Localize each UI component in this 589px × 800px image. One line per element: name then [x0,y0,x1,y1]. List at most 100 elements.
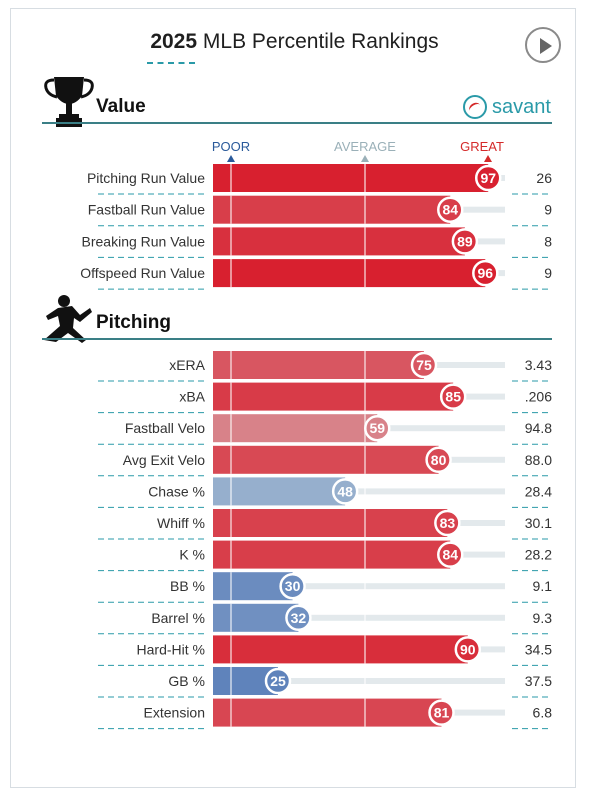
scale-label-great: GREAT [460,139,504,154]
percentile-label: 97 [480,170,496,186]
percentile-label: 84 [442,202,458,218]
percentile-label: 85 [445,389,461,405]
percentile-circle [451,228,479,255]
percentile-circle [437,196,464,223]
savant-label: savant [492,95,551,118]
title-text: MLB Percentile Rankings [202,30,439,53]
percentile-bar [213,195,451,224]
scale-label-average: AVERAGE [334,139,396,154]
stat-value: 30.1 [525,515,552,531]
page-title: 2025 MLB Percentile Rankings [0,30,589,54]
percentile-label: 96 [478,265,494,281]
average-marker-icon [361,155,369,162]
section-divider-value [42,122,552,124]
stat-value: 8 [544,233,552,249]
group-pitching: 75 xERA 3.43 85 xBA .206 59 Fastball Velo 94.8 80… [98,351,553,730]
title-underline [147,62,195,64]
row-label: Pitching Run Value [87,170,205,186]
percentile-track [213,583,505,590]
row-label: Avg Exit Velo [123,452,205,468]
great-marker-icon [484,155,492,162]
percentile-bar [213,259,486,288]
section-divider-pitching [42,338,552,340]
stat-value: 9.3 [533,610,553,626]
percentile-circle [454,636,482,663]
stat-value: 6.8 [533,705,553,721]
savant-logo[interactable]: savant [463,95,551,119]
percentile-circle [410,351,438,379]
percentile-circle [331,478,359,505]
row-label: xERA [169,357,205,373]
stat-value: 28.2 [525,547,552,563]
percentile-label: 48 [337,483,353,499]
percentile-bar [213,572,293,601]
percentile-circle [437,541,464,568]
percentile-label: 25 [270,673,286,689]
stat-value: 9.1 [533,578,553,594]
percentile-circle [264,667,292,695]
percentile-circle [472,259,499,287]
percentile-bar [213,445,439,474]
baseball-icon [463,95,487,119]
row-label: Chase % [148,483,205,499]
row-label: Whiff % [157,515,205,531]
percentile-bar [213,698,442,727]
percentile-bar [213,603,299,632]
percentile-bar [213,635,468,664]
percentile-label: 81 [434,705,450,721]
scale-labels: POOR AVERAGE GREAT [212,139,504,162]
row-label: Extension [144,705,205,721]
percentile-track [213,488,505,495]
percentile-circle [279,572,306,600]
percentile-track [213,614,505,621]
row-label: Hard-Hit % [137,641,205,657]
stat-value: 9 [544,265,552,281]
play-icon[interactable] [525,27,561,63]
scale-label-poor: POOR [212,139,250,154]
percentile-label: 30 [285,578,301,594]
percentile-bar [213,351,424,379]
percentile-bar [213,382,454,411]
row-label: GB % [168,673,205,689]
row-label: Fastball Velo [125,420,205,436]
stat-value: 3.43 [525,357,552,373]
row-label: Barrel % [151,610,205,626]
percentile-circle [434,509,461,537]
percentile-label: 80 [431,452,447,468]
percentile-circle [474,164,502,192]
poor-marker-icon [227,155,235,162]
percentile-circle [428,699,455,726]
percentile-track [213,678,505,684]
percentile-circle [425,446,452,474]
percentile-bar [213,414,378,443]
stat-value: 26 [536,170,552,186]
row-label: xBA [179,389,205,405]
row-label: Breaking Run Value [82,233,206,249]
row-label: Fastball Run Value [88,202,205,218]
percentile-bar [213,164,489,192]
percentile-bar [213,540,451,569]
percentile-bar [213,477,346,506]
percentile-circle [285,604,312,632]
percentile-label: 90 [460,641,476,657]
percentile-label: 59 [369,420,385,436]
percentile-circle [439,383,467,410]
percentile-label: 75 [416,357,432,373]
row-label: BB % [170,578,205,594]
percentile-label: 32 [291,610,307,626]
row-label: Offspeed Run Value [80,265,205,281]
stat-value: 88.0 [525,452,552,468]
section-title-pitching: Pitching [96,312,171,333]
stat-value: 94.8 [525,420,552,436]
title-year: 2025 [150,30,198,53]
percentile-bar [213,509,448,537]
stat-value: 28.4 [525,483,552,499]
percentile-label: 84 [442,547,458,563]
percentile-label: 83 [440,515,456,531]
stat-value: .206 [525,389,552,405]
percentile-bar [213,227,465,256]
section-title-value: Value [96,96,146,117]
percentile-label: 89 [457,233,473,249]
row-label: K % [179,547,205,563]
